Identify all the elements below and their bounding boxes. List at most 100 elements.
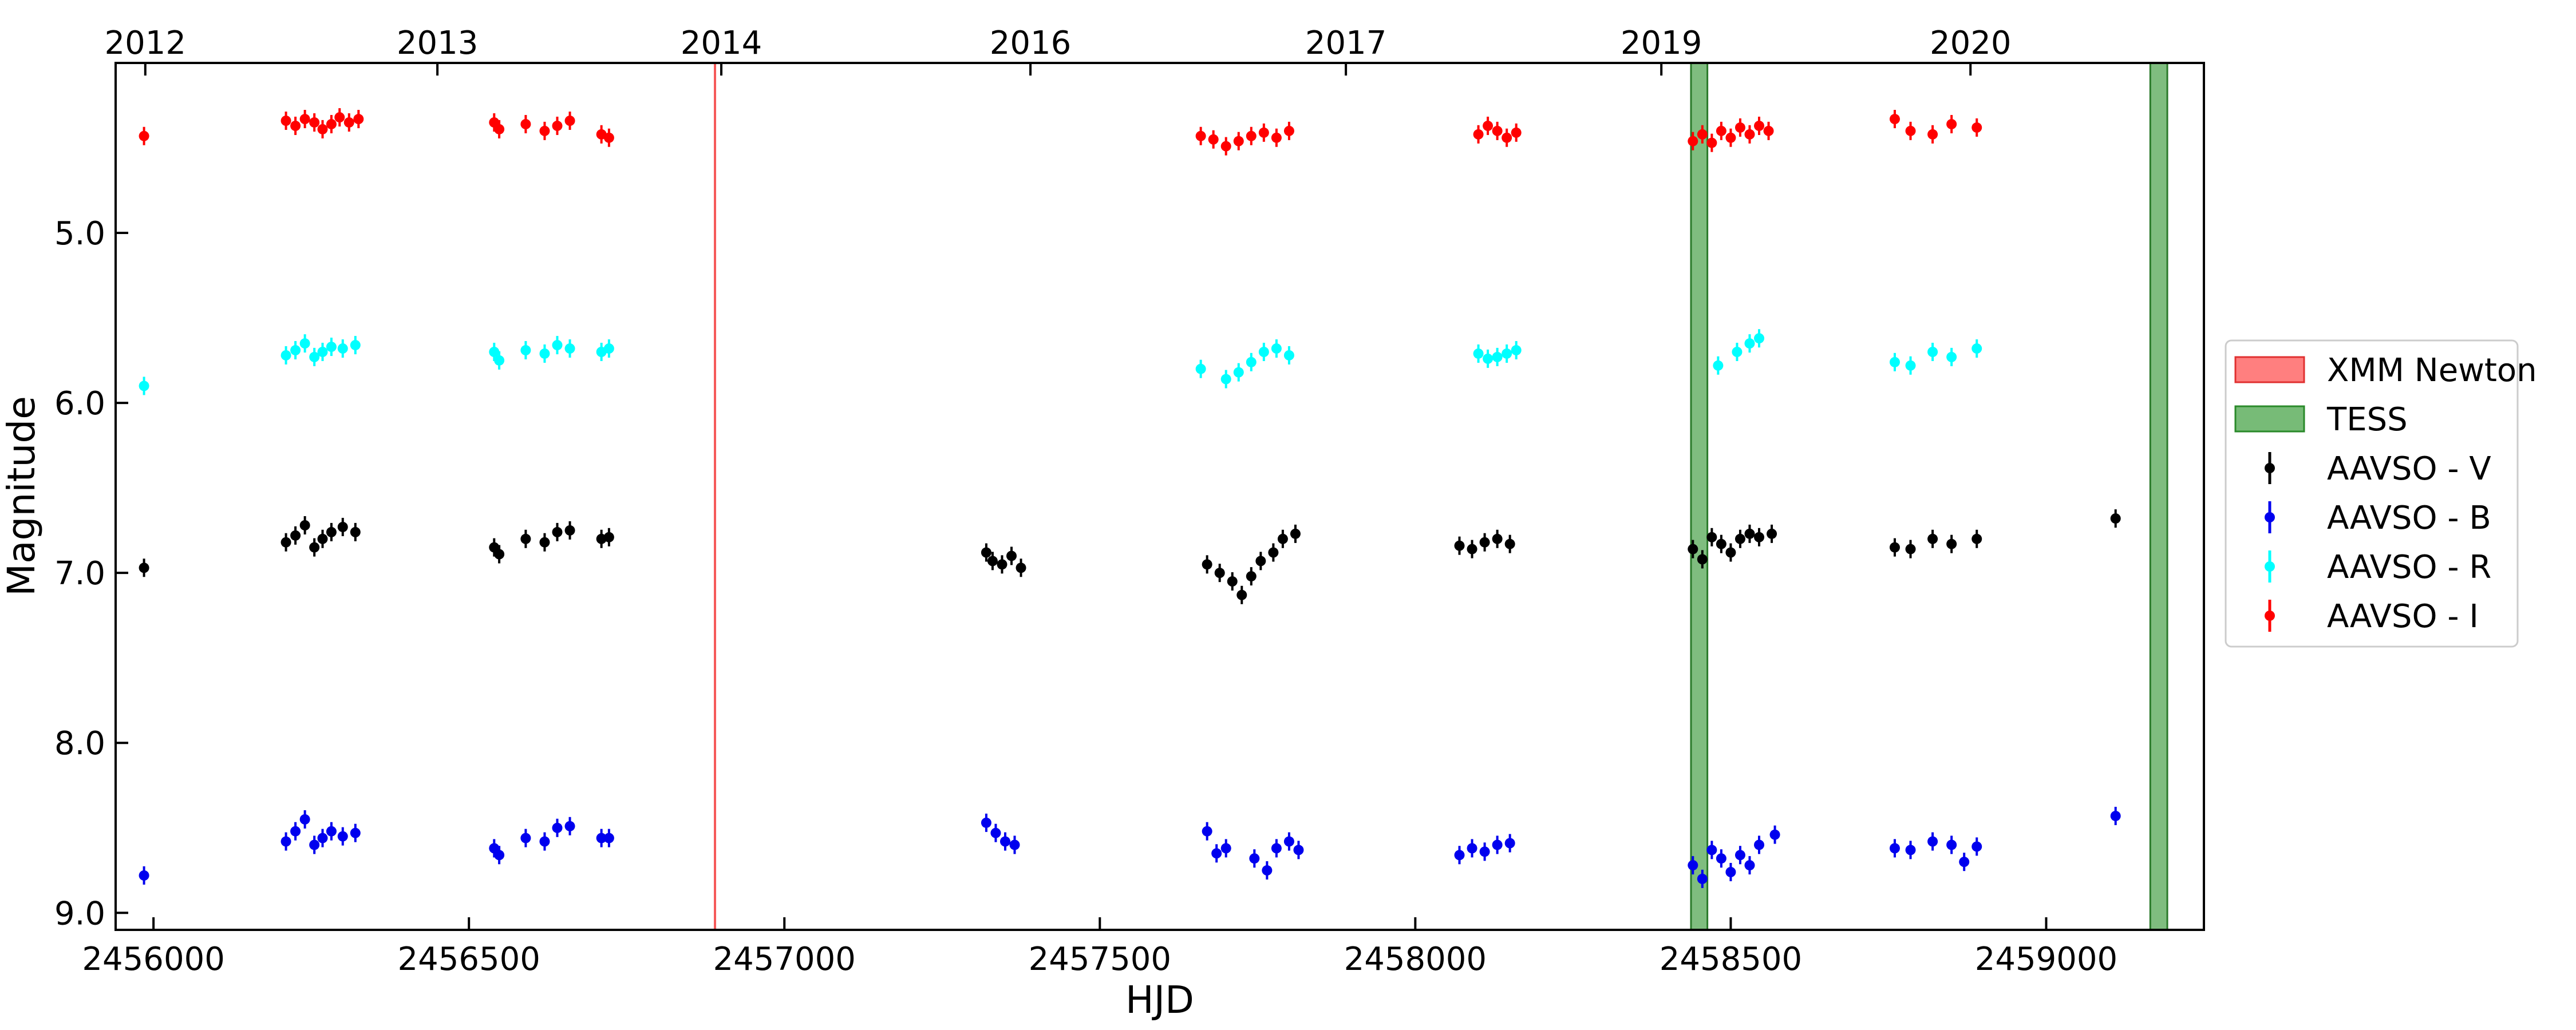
point-aavso-v (1725, 547, 1736, 558)
legend-label-aavso-i: AAVSO - I (2327, 598, 2479, 635)
point-aavso-r (1744, 338, 1755, 349)
point-aavso-i (1208, 134, 1219, 145)
point-aavso-b (1009, 839, 1020, 850)
point-aavso-b (290, 826, 301, 837)
point-aavso-b (1271, 843, 1282, 854)
point-aavso-i (309, 117, 320, 128)
point-aavso-b (1467, 843, 1477, 854)
point-aavso-r (317, 347, 328, 357)
spans-layer (714, 62, 2168, 931)
point-aavso-v (564, 525, 575, 536)
point-aavso-v (139, 562, 149, 573)
x-tick-label: 2456000 (82, 941, 224, 978)
point-aavso-b (552, 822, 563, 833)
point-aavso-b (1889, 843, 1900, 854)
point-aavso-r (1971, 343, 1982, 354)
point-aavso-r (1283, 350, 1294, 360)
point-aavso-v (1744, 528, 1755, 539)
point-aavso-v (290, 530, 301, 541)
x-tick-label: 2457000 (713, 941, 856, 978)
point-aavso-r (603, 343, 614, 354)
point-aavso-v (1016, 562, 1026, 573)
point-aavso-r (326, 342, 337, 352)
point-aavso-i (1946, 118, 1957, 129)
point-aavso-b (1697, 873, 1708, 884)
legend-label-aavso-b: AAVSO - B (2327, 500, 2491, 537)
point-aavso-b (1971, 841, 1982, 852)
year-tick-label: 2013 (397, 25, 479, 62)
point-aavso-i (139, 130, 149, 141)
point-aavso-i (280, 116, 291, 126)
year-tick-label: 2014 (681, 25, 762, 62)
point-aavso-i (1716, 125, 1726, 136)
point-aavso-i (1258, 127, 1269, 138)
point-aavso-i (1473, 129, 1484, 140)
year-tick-label: 2016 (990, 25, 1072, 62)
point-aavso-v (981, 547, 991, 558)
legend-label-aavso-r: AAVSO - R (2327, 549, 2491, 586)
point-aavso-i (299, 114, 310, 125)
point-aavso-b (564, 821, 575, 831)
point-aavso-b (1959, 857, 1970, 867)
point-aavso-r (1889, 356, 1900, 367)
point-aavso-i (290, 120, 301, 131)
point-aavso-b (1744, 860, 1755, 871)
point-aavso-r (520, 345, 531, 356)
point-aavso-i (1706, 137, 1717, 148)
legend-marker-aavso-v (2265, 463, 2275, 473)
tess-band (1690, 62, 1709, 931)
point-aavso-i (1246, 130, 1257, 141)
x-tick-label: 2456500 (397, 941, 540, 978)
point-aavso-i (334, 112, 345, 123)
point-aavso-b (139, 870, 149, 881)
point-aavso-v (603, 532, 614, 542)
point-aavso-r (1492, 351, 1503, 362)
legend-marker-aavso-r (2265, 561, 2275, 572)
point-aavso-b (1454, 850, 1465, 861)
point-aavso-i (603, 132, 614, 143)
point-aavso-r (1246, 356, 1257, 367)
point-aavso-v (309, 542, 320, 553)
point-aavso-v (1255, 556, 1266, 566)
point-aavso-r (280, 350, 291, 360)
point-aavso-v (997, 559, 1008, 570)
point-aavso-b (596, 833, 607, 843)
year-tick-label: 2019 (1621, 25, 1702, 62)
point-aavso-b (1716, 853, 1726, 864)
point-aavso-v (520, 533, 531, 544)
point-aavso-r (1233, 367, 1244, 378)
x-axis-label: HJD (1125, 978, 1194, 1022)
point-aavso-i (1905, 125, 1916, 136)
y-tick-label: 7.0 (54, 555, 105, 592)
point-aavso-i (1754, 120, 1765, 131)
point-aavso-v (1927, 533, 1938, 544)
point-aavso-i (343, 117, 354, 128)
point-aavso-b (603, 833, 614, 843)
point-aavso-b (1262, 865, 1273, 876)
point-aavso-i (520, 118, 531, 129)
point-aavso-b (280, 836, 291, 847)
point-aavso-r (290, 345, 301, 356)
point-aavso-v (2110, 513, 2121, 524)
point-aavso-b (1492, 839, 1503, 850)
point-aavso-v (317, 533, 328, 544)
year-tick-label: 2020 (1930, 25, 2012, 62)
point-aavso-v (1290, 528, 1301, 539)
point-aavso-b (990, 827, 1001, 838)
point-aavso-b (1725, 867, 1736, 877)
point-aavso-v (1467, 544, 1477, 554)
point-aavso-i (1483, 120, 1494, 131)
point-aavso-b (309, 839, 320, 850)
plot-area-frame (114, 62, 2205, 931)
point-aavso-b (981, 817, 991, 828)
point-aavso-b (1927, 836, 1938, 847)
point-aavso-i (1927, 129, 1938, 140)
point-aavso-i (317, 124, 328, 134)
points-layer (139, 108, 2121, 888)
y-axis-label: Magnitude (0, 396, 44, 596)
point-aavso-b (1283, 836, 1294, 847)
point-aavso-v (1236, 589, 1247, 600)
y-tick-label: 9.0 (54, 895, 105, 932)
point-aavso-r (489, 347, 500, 357)
